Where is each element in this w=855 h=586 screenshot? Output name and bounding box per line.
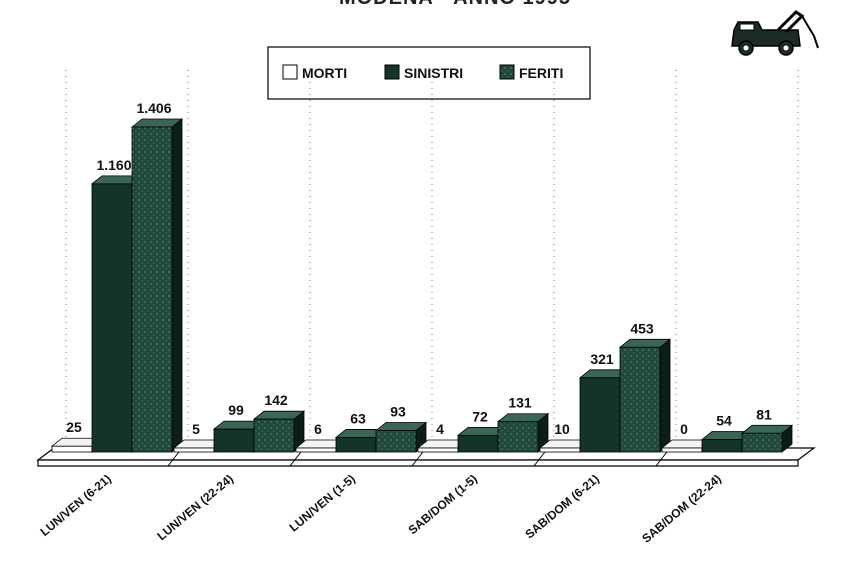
bar (701, 439, 743, 453)
bar (619, 346, 661, 453)
value-label: 6 (314, 421, 322, 437)
bar (213, 428, 255, 453)
value-label: 1.406 (136, 100, 171, 116)
bar (741, 432, 783, 453)
value-labels: 25 1.160 1.406 5 99 142 6 63 93 4 72 131 10 321 453 0 54… (66, 100, 772, 437)
x-tick-label: SAB/DOM (1-5) (406, 472, 480, 538)
bar (173, 447, 215, 453)
legend-swatch (384, 64, 400, 80)
value-label: 142 (264, 392, 288, 408)
bar (51, 445, 93, 453)
bar (457, 434, 499, 453)
grid (65, 70, 799, 452)
x-tick-label: SAB/DOM (6-21) (522, 472, 601, 542)
value-label: 1.160 (96, 157, 131, 173)
value-label: 5 (192, 421, 200, 437)
value-label: 72 (472, 408, 488, 424)
legend-label: SINISTRI (404, 65, 463, 81)
bars (50, 118, 794, 453)
value-label: 0 (680, 421, 688, 437)
value-label: 453 (630, 320, 654, 336)
x-tick-label: LUN/VEN (6-21) (38, 472, 114, 539)
value-label: 131 (508, 395, 532, 411)
bar (295, 447, 337, 453)
bar-side (659, 338, 671, 453)
bar-side (171, 118, 183, 453)
tow-truck-icon (731, 10, 819, 56)
legend-swatch (499, 64, 515, 80)
x-tick-label: SAB/DOM (22-24) (639, 472, 724, 546)
bar (417, 447, 459, 453)
chart-title: MODENA - ANNO 1995 (339, 0, 571, 9)
x-axis-labels: LUN/VEN (6-21) LUN/VEN (22-24) LUN/VEN (1-… (38, 472, 724, 546)
bar (661, 447, 703, 453)
bar (253, 418, 295, 453)
value-label: 81 (756, 406, 772, 422)
legend-label: MORTI (302, 65, 347, 81)
x-tick-label: LUN/VEN (22-24) (154, 472, 236, 544)
value-label: 54 (716, 413, 732, 429)
value-label: 25 (66, 419, 82, 435)
bar (497, 421, 539, 453)
bar (91, 183, 133, 453)
bar (579, 377, 621, 453)
value-label: 93 (390, 404, 406, 420)
legend-label: FERITI (519, 65, 563, 81)
value-label: 321 (590, 351, 614, 367)
bar (131, 126, 173, 453)
value-label: 4 (436, 421, 444, 437)
value-label: 10 (554, 421, 570, 437)
legend-swatch (282, 64, 298, 80)
value-label: 99 (228, 402, 244, 418)
bar (375, 430, 417, 453)
legend: MORTI SINISTRI FERITI (267, 46, 591, 100)
floor-front (37, 459, 799, 467)
bar (335, 437, 377, 453)
value-label: 63 (350, 410, 366, 426)
x-tick-label: LUN/VEN (1-5) (287, 472, 358, 535)
bar (539, 447, 581, 453)
